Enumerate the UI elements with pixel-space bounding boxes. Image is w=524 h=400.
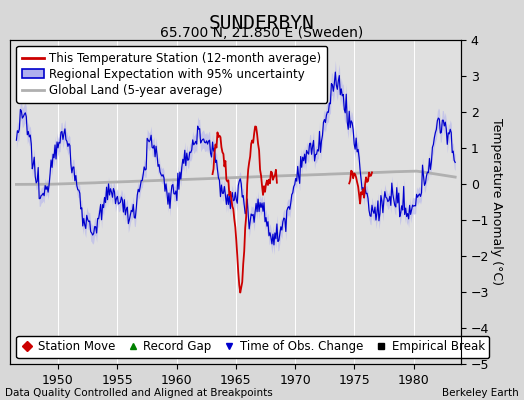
Text: Data Quality Controlled and Aligned at Breakpoints: Data Quality Controlled and Aligned at B…	[5, 388, 273, 398]
Text: Berkeley Earth: Berkeley Earth	[442, 388, 519, 398]
Legend: Station Move, Record Gap, Time of Obs. Change, Empirical Break: Station Move, Record Gap, Time of Obs. C…	[16, 336, 489, 358]
Text: SUNDERBYN: SUNDERBYN	[209, 14, 315, 33]
Y-axis label: Temperature Anomaly (°C): Temperature Anomaly (°C)	[490, 118, 503, 286]
Text: 65.700 N, 21.850 E (Sweden): 65.700 N, 21.850 E (Sweden)	[160, 26, 364, 40]
